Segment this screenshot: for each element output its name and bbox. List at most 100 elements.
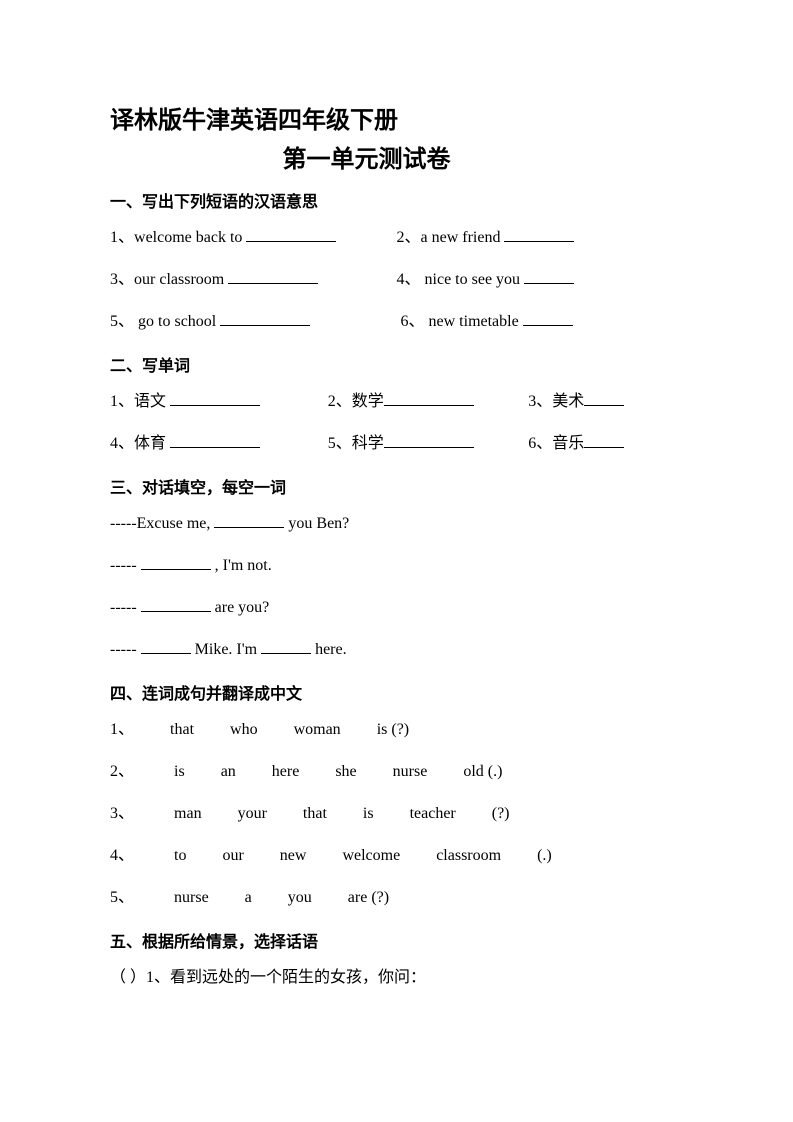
blank-input[interactable] <box>523 325 573 326</box>
s4-item-1-w2: woman <box>294 718 341 742</box>
blank-input[interactable] <box>141 611 211 612</box>
blank-input[interactable] <box>384 405 474 406</box>
s2-row-1: 1、语文 2、数学 3、美术 <box>110 390 683 414</box>
s5-item-1-paren[interactable]: （ ） <box>110 969 146 986</box>
s1-item-5-num: 5、 <box>110 313 134 330</box>
s1-item-3-text: our classroom <box>134 271 224 288</box>
s3-l4-pre: ----- <box>110 641 137 658</box>
blank-input[interactable] <box>170 405 260 406</box>
s4-item-1-w0: that <box>170 718 194 742</box>
s3-line-2: ----- , I'm not. <box>110 554 683 578</box>
s1-item-1-num: 1、 <box>110 229 134 246</box>
blank-input[interactable] <box>524 283 574 284</box>
s4-item-2-w5: old (.) <box>463 760 502 784</box>
s2-item-6: 6、音乐 <box>528 432 683 456</box>
s4-item-5-w2: you <box>288 886 312 910</box>
s4-item-2-w2: here <box>272 760 300 784</box>
s4-item-5-w3: are (?) <box>348 886 389 910</box>
s1-item-3: 3、our classroom <box>110 268 397 292</box>
s4-item-4-w5: (.) <box>537 844 552 868</box>
s1-item-3-num: 3、 <box>110 271 134 288</box>
s4-item-3-w3: is <box>363 802 374 826</box>
s4-item-2-w1: an <box>221 760 236 784</box>
s4-item-2: 2、 isanhereshenurseold (.) <box>110 760 683 784</box>
s2-item-5: 5、科学 <box>328 432 529 456</box>
s4-item-2-w3: she <box>335 760 356 784</box>
s3-l3-pre: ----- <box>110 599 137 616</box>
s4-item-1: 1、 that who woman is (?) <box>110 718 683 742</box>
s4-item-2-num: 2、 <box>110 760 134 784</box>
s2-item-3: 3、美术 <box>528 390 683 414</box>
s1-item-2-num: 2、 <box>397 229 421 246</box>
s4-item-3-num: 3、 <box>110 802 134 826</box>
s4-item-4-w3: welcome <box>342 844 400 868</box>
s1-item-2: 2、a new friend <box>397 226 684 250</box>
blank-input[interactable] <box>261 653 311 654</box>
s2-item-4-text: 体育 <box>134 435 166 452</box>
s4-item-1-num: 1、 <box>110 718 134 742</box>
s2-item-5-num: 5、 <box>328 435 352 452</box>
s1-item-4: 4、 nice to see you <box>397 268 684 292</box>
s3-l2-post: , I'm not. <box>211 557 272 574</box>
s3-l4-post: here. <box>311 641 347 658</box>
s3-l4-mid: Mike. I'm <box>191 641 257 658</box>
s1-item-2-text: a new friend <box>421 229 501 246</box>
s4-item-3-w4: teacher <box>410 802 456 826</box>
s1-item-5-text: go to school <box>134 313 216 330</box>
s4-item-5-w0: nurse <box>174 886 209 910</box>
s1-item-6-num: 6、 <box>401 313 425 330</box>
section-4-heading: 四、连词成句并翻译成中文 <box>110 680 683 704</box>
s2-item-4: 4、体育 <box>110 432 328 456</box>
s3-l3-post: are you? <box>211 599 270 616</box>
s2-item-3-text: 美术 <box>552 393 584 410</box>
s2-item-3-num: 3、 <box>528 393 552 410</box>
s2-item-2: 2、数学 <box>328 390 529 414</box>
s4-item-4-num: 4、 <box>110 844 134 868</box>
s4-item-3-w2: that <box>303 802 327 826</box>
blank-input[interactable] <box>141 569 211 570</box>
s1-item-5: 5、 go to school <box>110 310 397 334</box>
s2-item-6-text: 音乐 <box>552 435 584 452</box>
blank-input[interactable] <box>384 447 474 448</box>
s2-item-6-num: 6、 <box>528 435 552 452</box>
s1-row-3: 5、 go to school 6、 new timetable <box>110 310 683 334</box>
s2-item-2-text: 数学 <box>352 393 384 410</box>
s5-item-1: （ ）1、看到远处的一个陌生的女孩，你问： <box>110 966 683 990</box>
blank-input[interactable] <box>220 325 310 326</box>
s4-item-3-w1: your <box>238 802 267 826</box>
blank-input[interactable] <box>504 241 574 242</box>
s2-item-1: 1、语文 <box>110 390 328 414</box>
s2-row-2: 4、体育 5、科学 6、音乐 <box>110 432 683 456</box>
s4-item-1-w3: is (?) <box>377 718 409 742</box>
blank-input[interactable] <box>170 447 260 448</box>
s3-l2-pre: ----- <box>110 557 137 574</box>
s4-item-1-w1: who <box>230 718 258 742</box>
title-line-1: 译林版牛津英语四年级下册 <box>110 100 683 135</box>
s4-item-5-num: 5、 <box>110 886 134 910</box>
s1-item-1: 1、welcome back to <box>110 226 397 250</box>
s4-item-4: 4、 to our new welcome classroom (.) <box>110 844 683 868</box>
blank-input[interactable] <box>228 283 318 284</box>
s4-item-3-w5: (?) <box>492 802 510 826</box>
section-1-heading: 一、写出下列短语的汉语意思 <box>110 188 683 212</box>
s2-item-1-text: 语文 <box>134 393 166 410</box>
blank-input[interactable] <box>214 527 284 528</box>
s4-item-2-w0: is <box>174 760 185 784</box>
s2-item-4-num: 4、 <box>110 435 134 452</box>
s1-row-1: 1、welcome back to 2、a new friend <box>110 226 683 250</box>
s4-item-4-w1: our <box>222 844 243 868</box>
s4-item-4-w4: classroom <box>436 844 501 868</box>
blank-input[interactable] <box>584 447 624 448</box>
s3-l1-post: you Ben? <box>284 515 349 532</box>
title-line-2: 第一单元测试卷 <box>50 139 683 174</box>
s4-item-5: 5、 nurseayouare (?) <box>110 886 683 910</box>
blank-input[interactable] <box>141 653 191 654</box>
section-2-heading: 二、写单词 <box>110 352 683 376</box>
section-5-heading: 五、根据所给情景，选择话语 <box>110 928 683 952</box>
s4-item-4-w2: new <box>280 844 307 868</box>
s4-item-4-w0: to <box>174 844 186 868</box>
s3-line-4: ----- Mike. I'm here. <box>110 638 683 662</box>
blank-input[interactable] <box>246 241 336 242</box>
s1-item-4-num: 4、 <box>397 271 421 288</box>
blank-input[interactable] <box>584 405 624 406</box>
